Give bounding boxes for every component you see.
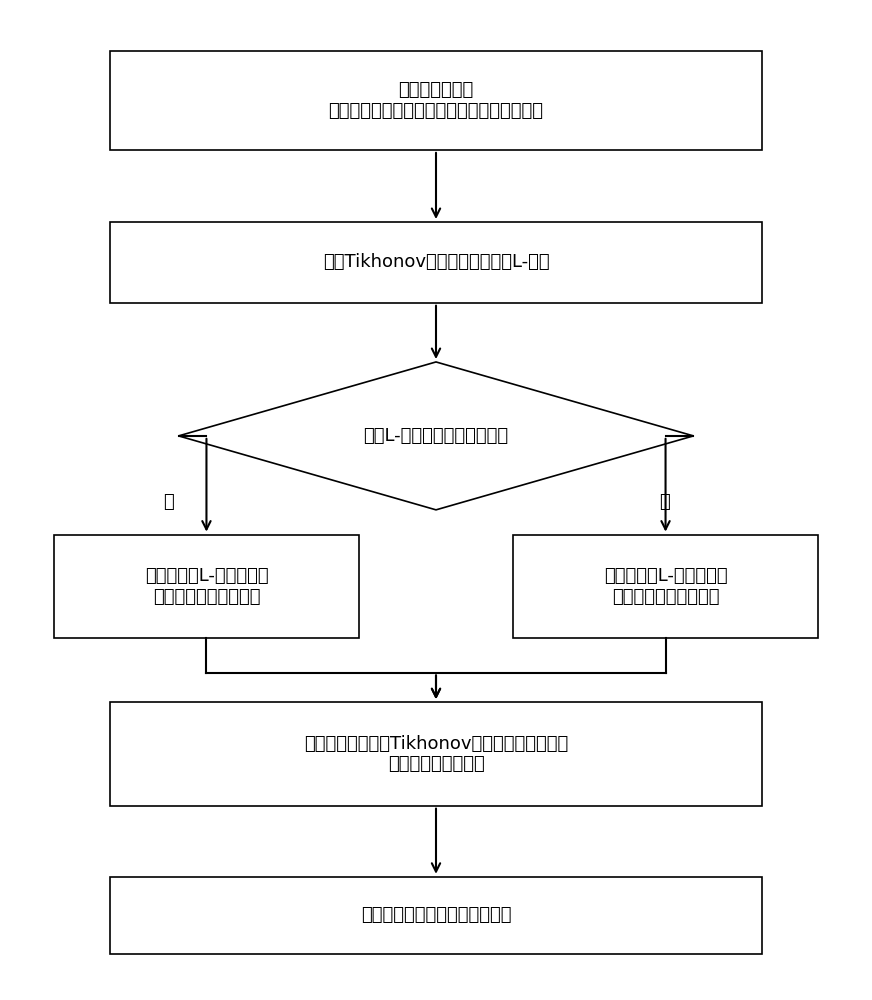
Text: 否: 否 bbox=[164, 493, 174, 511]
FancyBboxPatch shape bbox=[110, 222, 762, 303]
Text: 利用Tikhonov正则化计算并绘制L-曲线: 利用Tikhonov正则化计算并绘制L-曲线 bbox=[323, 253, 549, 271]
FancyBboxPatch shape bbox=[514, 535, 818, 638]
Text: 通过改进的L-曲线法确定
优化选取的正则化系数: 通过改进的L-曲线法确定 优化选取的正则化系数 bbox=[603, 567, 727, 606]
FancyBboxPatch shape bbox=[110, 702, 762, 806]
Text: 将正则化系数代入Tikhonov正则化方法中，实现
图像重建逆问题求解: 将正则化系数代入Tikhonov正则化方法中，实现 图像重建逆问题求解 bbox=[303, 735, 569, 773]
Text: 是: 是 bbox=[659, 493, 670, 511]
Polygon shape bbox=[179, 362, 693, 510]
FancyBboxPatch shape bbox=[54, 535, 358, 638]
Text: 根据被测场域，
获取重建所需的灵敏度矩阵和相对边界测量值: 根据被测场域， 获取重建所需的灵敏度矩阵和相对边界测量值 bbox=[329, 81, 543, 120]
Text: 通过传统的L-曲线法确定
优化选取的正则化系数: 通过传统的L-曲线法确定 优化选取的正则化系数 bbox=[145, 567, 269, 606]
FancyBboxPatch shape bbox=[110, 877, 762, 954]
FancyBboxPatch shape bbox=[110, 51, 762, 150]
Text: 判断L-曲线是否存在局部拐点: 判断L-曲线是否存在局部拐点 bbox=[364, 427, 508, 445]
Text: 根据求解所得灰度值，完成成像: 根据求解所得灰度值，完成成像 bbox=[361, 906, 511, 924]
